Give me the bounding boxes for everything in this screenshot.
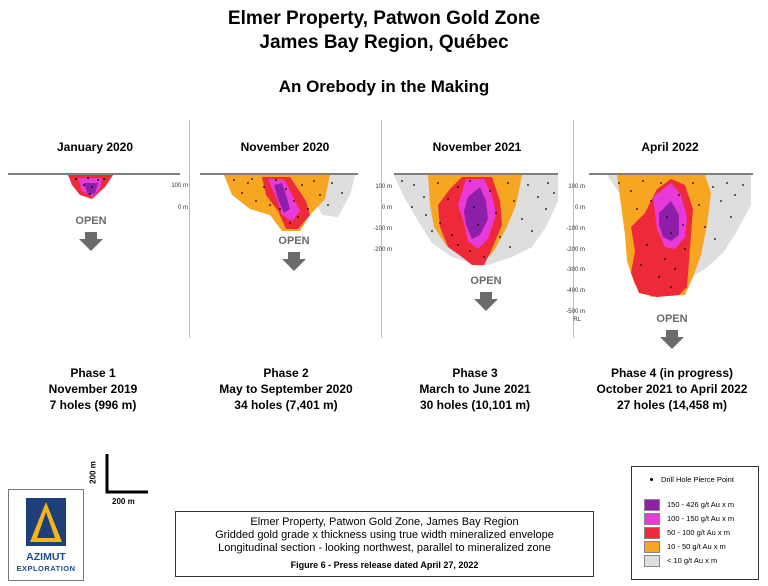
elev-label-minus-400: -400 m xyxy=(566,288,585,294)
elev-label-0: 0 m xyxy=(382,205,392,211)
legend-item: 50 - 100 g/t Au x m xyxy=(644,526,730,539)
legend-label: 10 - 50 g/t Au x m xyxy=(667,542,726,551)
phase-4-summary: Phase 4 (in progress) October 2021 to Ap… xyxy=(572,365,768,413)
scale-vertical-label: 200 m xyxy=(88,461,98,484)
legend-label: Drill Hole Pierce Point xyxy=(661,475,734,484)
open-label: OPEN xyxy=(278,235,309,247)
rl-label: RL xyxy=(573,317,581,323)
open-label: OPEN xyxy=(75,215,106,227)
phase-name: Phase 1 xyxy=(70,366,116,380)
elev-label-0: 0 m xyxy=(178,205,188,211)
elev-label-minus-500: -500 m xyxy=(566,309,585,315)
legend-item: 10 - 50 g/t Au x m xyxy=(644,540,726,553)
panel-divider xyxy=(573,120,574,338)
elev-label-minus-100: -100 m xyxy=(566,226,585,232)
section-panel-1: OPEN xyxy=(8,173,180,251)
section-panel-2: 100 m 0 m OPEN xyxy=(171,173,358,271)
subtitle: An Orebody in the Making xyxy=(278,77,490,96)
panel-date-3: November 2021 xyxy=(432,140,522,154)
pierce-point-dot-icon xyxy=(650,478,653,481)
legend-swatch-3 xyxy=(644,526,660,539)
elev-label-minus-100: -100 m xyxy=(373,226,392,232)
legend-swatch-4 xyxy=(644,540,660,553)
scale-horizontal-label: 200 m xyxy=(112,497,135,506)
elev-label-minus-200: -200 m xyxy=(373,247,392,253)
phase-holes: 34 holes (7,401 m) xyxy=(234,398,338,412)
legend-label: 100 - 150 g/t Au x m xyxy=(667,514,735,523)
phase-name: Phase 4 (in progress) xyxy=(610,366,734,380)
panel-date-2: November 2020 xyxy=(240,140,330,154)
phase-2-summary: Phase 2 May to September 2020 34 holes (… xyxy=(186,365,386,413)
phase-holes: 7 holes (996 m) xyxy=(49,398,137,412)
legend-item: 100 - 150 g/t Au x m xyxy=(644,512,735,525)
open-label: OPEN xyxy=(470,275,501,287)
azimut-logo: AZIMUT EXPLORATION xyxy=(8,489,84,581)
elev-label-minus-200: -200 m xyxy=(566,247,585,253)
phase-name: Phase 2 xyxy=(263,366,309,380)
figure-caption: Elmer Property, Patwon Gold Zone, James … xyxy=(175,511,594,577)
panel-date-1: January 2020 xyxy=(56,140,134,154)
elev-label-100: 100 m xyxy=(375,184,392,190)
legend-item: < 10 g/t Au x m xyxy=(644,554,718,567)
panel-divider xyxy=(381,120,382,338)
phase-1-summary: Phase 1 November 2019 7 holes (996 m) xyxy=(0,365,193,413)
legend-item: 150 - 426 g/t Au x m xyxy=(644,498,735,511)
elev-label-100: 100 m xyxy=(568,184,585,190)
legend-swatch-2 xyxy=(644,512,660,525)
phase-period: November 2019 xyxy=(48,382,138,396)
phase-period: March to June 2021 xyxy=(419,382,531,396)
legend-swatch-5 xyxy=(644,554,660,567)
elev-label-100: 100 m xyxy=(171,183,188,189)
main-title: Elmer Property, Patwon Gold Zone xyxy=(227,8,541,29)
scale-bar xyxy=(105,454,148,494)
phase-holes: 27 holes (14,458 m) xyxy=(616,398,728,412)
section-panel-3: 100 m 0 m -100 m -200 m OPEN xyxy=(373,173,558,311)
elev-label-0: 0 m xyxy=(575,205,585,211)
section-panel-4: 100 m 0 m -100 m -200 m -300 m -400 m -5… xyxy=(566,173,753,349)
caption-figure-note: Figure 6 - Press release dated April 27,… xyxy=(290,560,479,570)
phase-period: May to September 2020 xyxy=(219,382,353,396)
legend: Drill Hole Pierce Point 150 - 426 g/t Au… xyxy=(631,466,759,580)
legend-label: < 10 g/t Au x m xyxy=(667,556,718,565)
legend-label: 150 - 426 g/t Au x m xyxy=(667,500,735,509)
caption-line-3: Longitudinal section - looking northwest… xyxy=(218,542,551,554)
panel-date-4: April 2022 xyxy=(641,140,699,154)
legend-pierce-point: Drill Hole Pierce Point xyxy=(644,474,734,485)
logo-sub: EXPLORATION xyxy=(16,564,76,573)
logo-name: AZIMUT xyxy=(26,551,66,563)
phase-3-summary: Phase 3 March to June 2021 30 holes (10,… xyxy=(375,365,575,413)
phase-holes: 30 holes (10,101 m) xyxy=(419,398,531,412)
panel-divider xyxy=(189,120,190,338)
main-title-region: James Bay Region, Québec xyxy=(259,32,509,53)
legend-label: 50 - 100 g/t Au x m xyxy=(667,528,730,537)
legend-swatch-1 xyxy=(644,498,660,511)
phase-period: October 2021 to April 2022 xyxy=(596,382,748,396)
elev-label-minus-300: -300 m xyxy=(566,267,585,273)
phase-name: Phase 3 xyxy=(452,366,498,380)
open-label: OPEN xyxy=(656,313,687,325)
caption-line-1: Elmer Property, Patwon Gold Zone, James … xyxy=(250,516,519,528)
caption-line-2: Gridded gold grade x thickness using tru… xyxy=(215,529,554,541)
